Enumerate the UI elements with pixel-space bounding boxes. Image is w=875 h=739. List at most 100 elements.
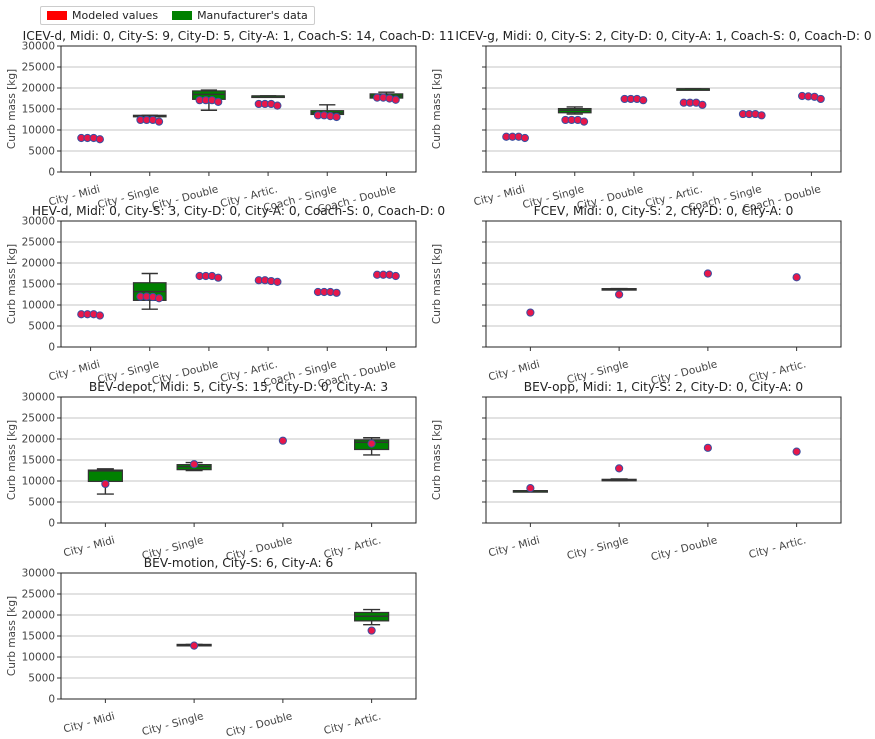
modeled-point (792, 447, 801, 456)
y-tick-label: 10000 (22, 652, 55, 664)
y-tick-label: 20000 (22, 610, 55, 622)
y-axis-label: Curb mass [kg] (431, 69, 443, 149)
y-tick-label: 25000 (22, 237, 55, 249)
legend-item-modeled: Modeled values (47, 9, 158, 22)
box-body (87, 469, 123, 483)
y-tick-label: 30000 (22, 568, 55, 580)
subplot-5: 0 5000 10000 15000 20000 25000 30000 BEV-depot,… (6, 380, 417, 564)
modeled-point (526, 308, 535, 317)
y-tick-label: 20000 (22, 83, 55, 95)
y-axis-label: Curb mass [kg] (431, 420, 443, 500)
y-tick-label: 20000 (22, 434, 55, 446)
y-tick-label: 10000 (22, 125, 55, 137)
y-tick-label: 10000 (22, 300, 55, 312)
modeled-point (190, 641, 199, 650)
box-4 (354, 608, 390, 626)
box-2 (132, 114, 167, 118)
y-tick-label: 5000 (28, 321, 55, 333)
legend-label-modeled: Modeled values (72, 9, 159, 22)
y-axis-label: Curb mass [kg] (6, 420, 18, 500)
y-tick-label: 15000 (22, 455, 55, 467)
modeled-point (703, 443, 712, 452)
modeled-point (190, 460, 199, 469)
subplot-title: BEV-opp, Midi: 1, City-S: 2, City-D: 0, … (524, 380, 803, 394)
modeled-point (703, 269, 712, 278)
x-tick-label: City - Single (141, 710, 205, 738)
modeled-point (615, 464, 624, 473)
box-2 (601, 478, 637, 482)
y-tick-label: 5000 (28, 673, 55, 685)
modeled-point (95, 135, 104, 144)
y-tick-label: 25000 (22, 62, 55, 74)
modeled-point (816, 94, 825, 104)
axes-frame (60, 396, 417, 524)
y-tick-label: 5000 (28, 146, 55, 158)
modeled-point (757, 111, 766, 120)
modeled-point (367, 439, 376, 448)
subplot-title: BEV-depot, Midi: 5, City-S: 15, City-D: … (89, 380, 388, 394)
x-tick-label: City - Artic. (748, 534, 808, 561)
box-2 (557, 106, 592, 115)
modeled-point (101, 479, 110, 489)
modeled-point (332, 288, 341, 297)
axes-frame (60, 45, 417, 173)
modeled-point (278, 436, 287, 445)
y-tick-label: 25000 (22, 413, 55, 425)
y-tick-label: 15000 (22, 631, 55, 643)
modeled-point (154, 294, 164, 303)
legend-item-manufacturer: Manufacturer's data (172, 9, 308, 22)
subplot-7: 0 5000 10000 15000 20000 25000 30000 BEV-motion… (6, 556, 417, 739)
modeled-point (520, 133, 529, 143)
x-tick-label: City - Single (566, 534, 630, 562)
axes-frame (60, 220, 417, 348)
y-tick-label: 0 (48, 167, 55, 179)
y-axis-label: Curb mass [kg] (6, 596, 18, 676)
x-tick-label: City - Double (650, 534, 719, 563)
y-tick-label: 0 (48, 518, 55, 530)
legend-swatch-modeled (47, 11, 67, 20)
axes-frame (485, 220, 842, 348)
y-tick-label: 0 (48, 694, 55, 706)
modeled-point (273, 101, 282, 110)
axes-frame (60, 572, 417, 700)
legend: Modeled values Manufacturer's data (40, 6, 315, 25)
modeled-point (367, 626, 376, 635)
box-4 (251, 95, 285, 99)
box-2 (601, 287, 637, 291)
x-tick-label: City - Midi (62, 534, 116, 559)
modeled-point (95, 311, 104, 320)
axes-frame (485, 396, 842, 524)
x-tick-label: City - Midi (487, 534, 541, 559)
y-axis-label: Curb mass [kg] (6, 244, 18, 324)
x-tick-label: City - Midi (472, 183, 526, 208)
legend-label-manufacturer: Manufacturer's data (197, 9, 308, 22)
modeled-point (639, 96, 648, 105)
modeled-point (698, 100, 707, 109)
subplot-title: ICEV-g, Midi: 0, City-S: 2, City-D: 0, C… (455, 29, 871, 43)
subplot-6: BEV-opp, Midi: 1, City-S: 2, City-D: 0, … (431, 380, 842, 564)
x-tick-label: City - Midi (62, 710, 116, 735)
box-2 (132, 272, 167, 310)
subplot-4: FCEV, Midi: 0, City-S: 2, City-D: 0, Cit… (431, 204, 842, 388)
modeled-point (526, 484, 535, 493)
modeled-point (615, 290, 624, 299)
y-tick-label: 30000 (22, 216, 55, 228)
subplot-2: ICEV-g, Midi: 0, City-S: 2, City-D: 0, C… (431, 29, 872, 216)
modeled-point (391, 271, 400, 281)
y-axis-label: Curb mass [kg] (6, 69, 18, 149)
subplot-title: FCEV, Midi: 0, City-S: 2, City-D: 0, Cit… (534, 204, 794, 218)
box-4 (676, 88, 710, 91)
modeled-point (154, 117, 164, 126)
y-tick-label: 30000 (22, 41, 55, 53)
y-tick-label: 5000 (28, 497, 55, 509)
y-tick-label: 20000 (22, 258, 55, 270)
modeled-point (579, 117, 589, 126)
axes-frame (485, 45, 842, 173)
modeled-point (792, 273, 801, 282)
y-axis-label: Curb mass [kg] (431, 244, 443, 324)
subplot-title: ICEV-d, Midi: 0, City-S: 9, City-D: 5, C… (23, 29, 455, 43)
x-tick-label: City - Double (225, 710, 294, 739)
